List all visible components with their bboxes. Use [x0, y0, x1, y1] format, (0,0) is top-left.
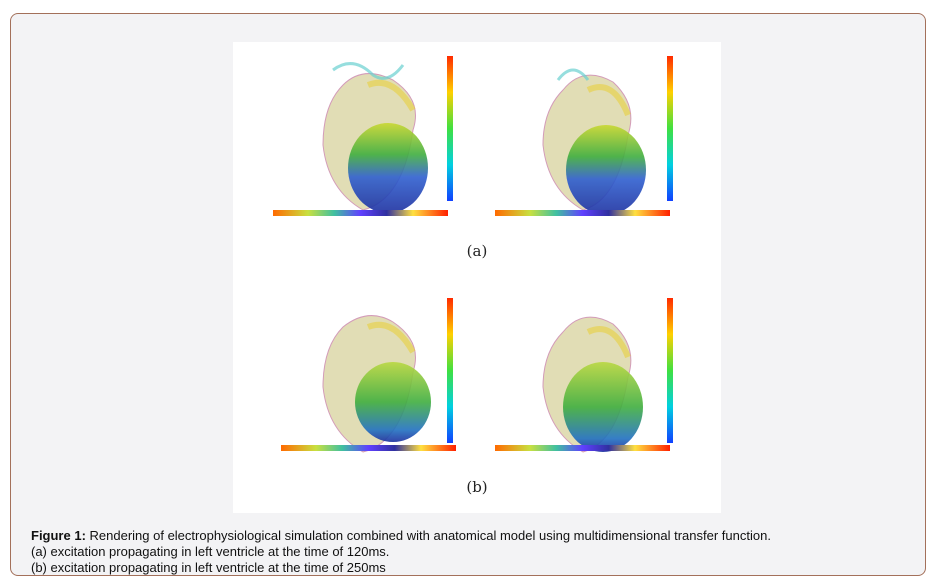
heart-render-a-right	[488, 50, 708, 225]
scale-bar-b-right	[495, 442, 670, 454]
caption-line-b: (b) excitation propagating in left ventr…	[31, 560, 386, 575]
sublabel-b: (b)	[466, 478, 488, 496]
colorbar-b-right	[663, 292, 693, 452]
heart-render-a-left	[273, 50, 493, 225]
heart-render-b-left	[273, 292, 493, 467]
caption-line-a: (a) excitation propagating in left ventr…	[31, 544, 390, 559]
scale-bar-b-left	[281, 442, 456, 454]
colorbar-a-right	[663, 50, 693, 210]
heart-render-b-right	[488, 292, 708, 467]
figure-image: (a)	[233, 42, 721, 513]
scale-bar-a-right	[495, 207, 670, 219]
colorbar-b-left	[443, 292, 473, 452]
colorbar-a-left	[443, 50, 473, 210]
scale-bar-a-left	[273, 207, 448, 219]
caption-title: Figure 1:	[31, 528, 86, 543]
sublabel-a: (a)	[466, 242, 488, 260]
figure-card: (a)	[10, 13, 926, 576]
caption-text: Rendering of electrophysiological simula…	[85, 528, 771, 543]
figure-caption: Figure 1: Rendering of electrophysiologi…	[31, 528, 911, 576]
